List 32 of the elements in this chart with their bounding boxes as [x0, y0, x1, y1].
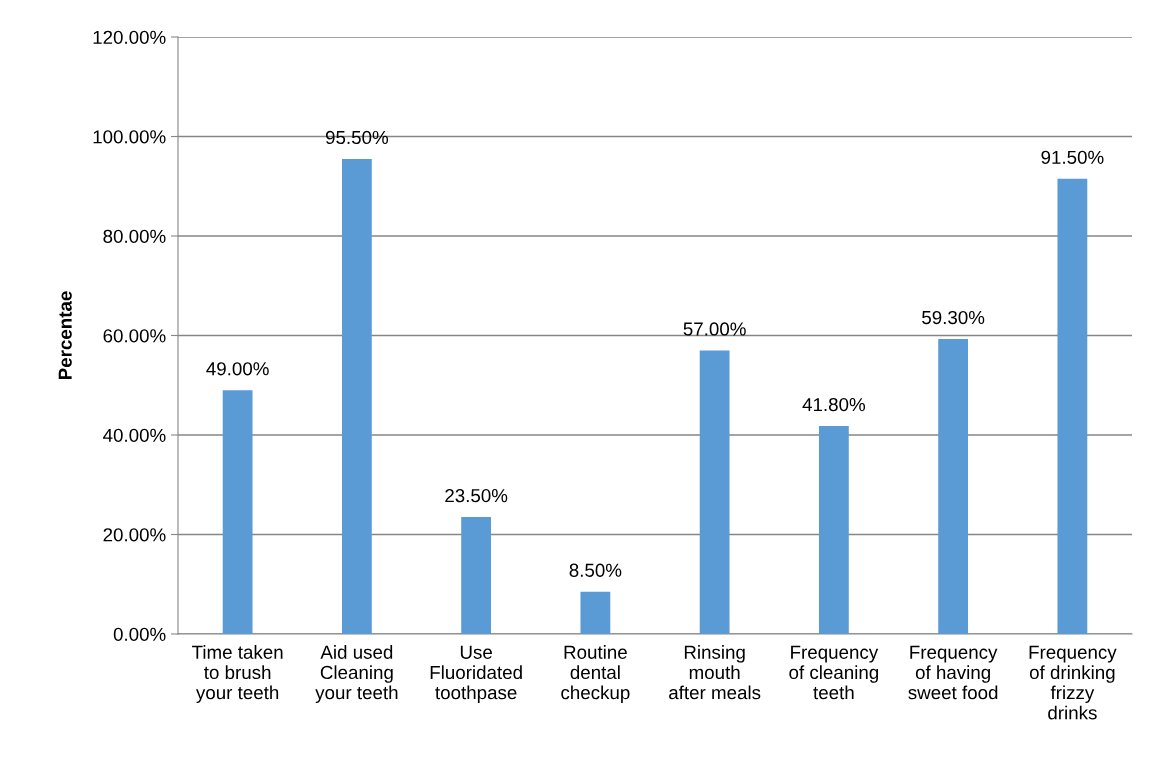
y-tick-label: 80.00% — [103, 229, 166, 243]
x-tick-label: Frequency of drinking frizzy drinks — [1029, 645, 1117, 720]
bar — [818, 426, 849, 634]
data-label: 95.50% — [325, 130, 389, 145]
bar — [938, 338, 969, 634]
y-tick-label: 120.00% — [93, 30, 166, 44]
data-label: 57.00% — [683, 322, 746, 336]
y-tick-label: 60.00% — [103, 329, 166, 343]
bar — [580, 591, 611, 634]
data-label: 8.50% — [569, 563, 622, 577]
y-tick-label: 0.00% — [113, 627, 166, 641]
x-tick-label: Use Fluoridated toothpase — [430, 645, 522, 703]
x-tick-label: Aid used Cleaning your teeth — [315, 645, 398, 703]
y-tick-label: 100.00% — [93, 130, 166, 144]
x-tick-label: Routine dental checkup — [561, 645, 630, 703]
bar — [461, 517, 492, 634]
data-label: 59.30% — [922, 310, 985, 325]
x-tick-label: Frequency of cleaning teeth — [789, 645, 879, 700]
bar — [341, 158, 372, 634]
data-label: 41.80% — [802, 397, 866, 412]
x-tick-label: Frequency of having sweet food — [908, 645, 998, 700]
y-tick-label: 20.00% — [103, 528, 166, 542]
y-axis-title: Percentae — [58, 291, 72, 380]
x-tick-label: Rinsing mouth after meals — [669, 645, 761, 700]
data-label: 91.50% — [1041, 150, 1104, 164]
data-label: 23.50% — [445, 488, 508, 503]
bar — [699, 350, 730, 634]
bar — [222, 390, 253, 634]
data-label: 49.00% — [206, 362, 269, 376]
x-tick-label: Time taken to brush your teeth — [192, 645, 283, 703]
y-tick-label: 40.00% — [103, 428, 166, 442]
bar — [1057, 178, 1088, 634]
